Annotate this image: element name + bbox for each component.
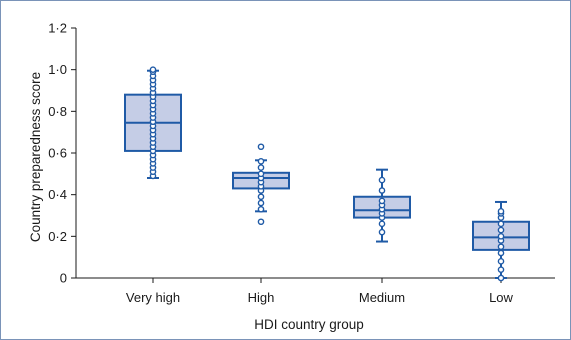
x-tick-label: Very high: [126, 290, 180, 305]
data-point: [378, 197, 386, 205]
data-point: [257, 143, 265, 151]
data-point: [257, 170, 265, 178]
y-tick-label: 0·6: [48, 146, 67, 161]
data-point: [149, 66, 157, 73]
data-point: [497, 266, 505, 273]
data-point: [257, 164, 265, 171]
data-point: [497, 208, 505, 215]
data-point: [257, 158, 265, 165]
y-tick-label: 0: [60, 271, 67, 286]
box-group: [472, 200, 530, 282]
y-tick-label: 0·4: [48, 187, 67, 202]
y-axis-label: Country preparedness score: [28, 72, 43, 242]
data-point: [497, 274, 505, 282]
y-tick-label: 1·0: [48, 62, 67, 77]
data-point: [257, 193, 265, 201]
x-axis: Very high High Medium Low: [76, 277, 555, 305]
data-point: [257, 205, 265, 213]
x-tick-label: Medium: [359, 290, 405, 305]
data-point: [497, 258, 505, 265]
data-point: [497, 233, 505, 240]
y-axis: 0 0·2 0·4 0·6 0·8 1·0 1·2: [48, 21, 77, 286]
data-point: [378, 176, 386, 184]
x-tick-label: Low: [489, 290, 513, 305]
y-tick-label: 0·8: [48, 104, 67, 119]
data-point: [257, 199, 265, 207]
x-tick-label: High: [248, 290, 275, 305]
data-point: [257, 218, 265, 226]
data-point: [497, 226, 505, 234]
data-point: [378, 187, 386, 194]
y-tick-label: 1·2: [48, 21, 67, 36]
data-point: [378, 228, 386, 236]
y-tick-label: 0·2: [48, 229, 67, 244]
box-group: [353, 168, 411, 243]
x-axis-label: HDI country group: [254, 317, 364, 332]
data-point: [497, 243, 505, 251]
data-point: [497, 220, 505, 228]
data-point: [497, 249, 505, 257]
data-point: [378, 220, 386, 228]
box-series: [124, 66, 530, 282]
box-group: [232, 143, 290, 226]
box-group: [124, 66, 182, 180]
